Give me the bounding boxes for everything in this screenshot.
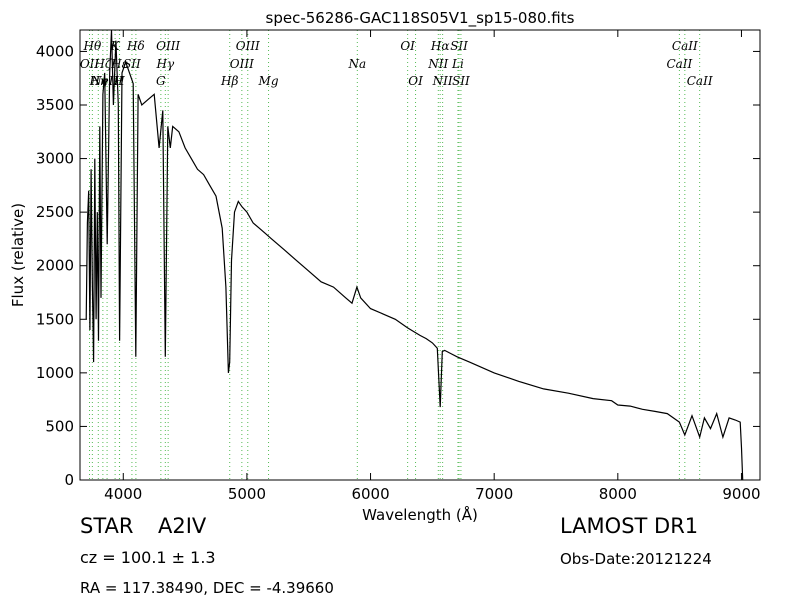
- spectral-line-label: Mg: [258, 74, 279, 88]
- plot-frame: [79, 29, 761, 481]
- spectral-line-label: OI: [400, 39, 415, 53]
- spectrum-series-line: [85, 29, 744, 481]
- spectral-line-label: G: [156, 74, 166, 88]
- ticks-layer: 4000 5000 6000 7000 8000 9000 0 500 1000 1500 2000…: [36, 30, 761, 503]
- spectral-line-label: NII: [432, 74, 453, 88]
- y-tick-label: 3500: [36, 96, 74, 114]
- y-tick-label: 2500: [36, 203, 74, 221]
- spectral-line-label: OIII: [236, 39, 260, 53]
- spectral-line-label: OI: [408, 74, 423, 88]
- x-tick-label: 8000: [599, 485, 637, 503]
- spectral-line-label: SII: [450, 39, 468, 53]
- y-tick-label: 2000: [36, 257, 74, 275]
- spectral-line-label: NII: [427, 57, 448, 71]
- y-axis-label: Flux (relative): [9, 203, 27, 307]
- y-tick-label: 3000: [36, 150, 74, 168]
- y-tick-label: 0: [64, 471, 74, 489]
- redshift-value: cz = 100.1 ± 1.3: [80, 548, 216, 567]
- spectral-line-label: Hδ: [126, 39, 145, 53]
- coordinates: RA = 117.38490, DEC = -4.39660: [80, 579, 334, 597]
- spectral-subclass: A2IV: [158, 514, 207, 538]
- series-layer: [85, 29, 744, 481]
- spectral-line-label: Hβ: [220, 74, 238, 88]
- y-tick-label: 4000: [36, 42, 74, 60]
- y-tick-label: 500: [45, 417, 74, 435]
- x-tick-label: 4000: [104, 485, 142, 503]
- y-tick-label: 1500: [36, 310, 74, 328]
- spectral-lines-layer: OIIHθHηHζNeIIIKHHεSIIHδGHγOIIIHβOIIIOIII…: [80, 30, 713, 480]
- spectral-line-label: Hθ: [83, 39, 102, 53]
- x-tick-label: 6000: [351, 485, 389, 503]
- spectral-line-label: Hγ: [155, 57, 174, 71]
- x-tick-label: 9000: [722, 485, 760, 503]
- survey-name: LAMOST DR1: [560, 514, 699, 538]
- spectral-line-label: Hζ: [93, 57, 112, 71]
- spectral-line-label: SII: [452, 74, 470, 88]
- object-class: STAR: [80, 514, 134, 538]
- observation-date: Obs-Date:20121224: [560, 550, 712, 568]
- chart-title: spec-56286-GAC118S05V1_sp15-080.fits: [266, 9, 575, 28]
- spectral-line-label: CaII: [687, 74, 713, 88]
- spectral-line-label: Na: [347, 57, 366, 71]
- y-tick-label: 1000: [36, 364, 74, 382]
- x-tick-label: 7000: [475, 485, 513, 503]
- spectral-line-label: Li: [451, 57, 464, 71]
- spectral-line-label: CaII: [666, 57, 692, 71]
- spectral-line-label: Hα: [430, 39, 450, 53]
- x-tick-label: 5000: [228, 485, 266, 503]
- spectral-line-label: OIII: [230, 57, 254, 71]
- spectral-line-label: OIII: [156, 39, 180, 53]
- x-axis-label: Wavelength (Å): [362, 505, 478, 524]
- spectral-line-label: CaII: [672, 39, 698, 53]
- spectral-line-label: OII: [80, 57, 100, 71]
- spectral-line-label: Hη: [88, 74, 107, 88]
